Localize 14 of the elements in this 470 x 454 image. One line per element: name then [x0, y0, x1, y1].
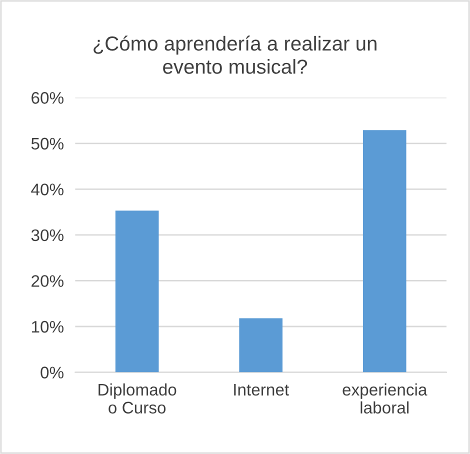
- x-tick-label: Diplomado o Curso: [98, 383, 176, 414]
- x-tick-label: Internet: [234, 384, 289, 396]
- y-tick-label: 20%: [32, 275, 64, 287]
- x-tick-label: experiencia laboral: [342, 383, 428, 414]
- y-tick-label: 40%: [31, 184, 64, 196]
- chart-title: ¿Cómo aprendería a realizar un evento musical?: [94, 36, 376, 74]
- bar: [362, 130, 406, 372]
- y-tick-label: 30%: [31, 229, 64, 242]
- bar: [239, 318, 283, 372]
- y-tick-label: 10%: [32, 320, 64, 333]
- y-tick-label: 60%: [32, 92, 64, 104]
- bar: [115, 210, 159, 372]
- y-tick-label: 0%: [40, 366, 64, 378]
- y-tick-label: 50%: [31, 138, 64, 150]
